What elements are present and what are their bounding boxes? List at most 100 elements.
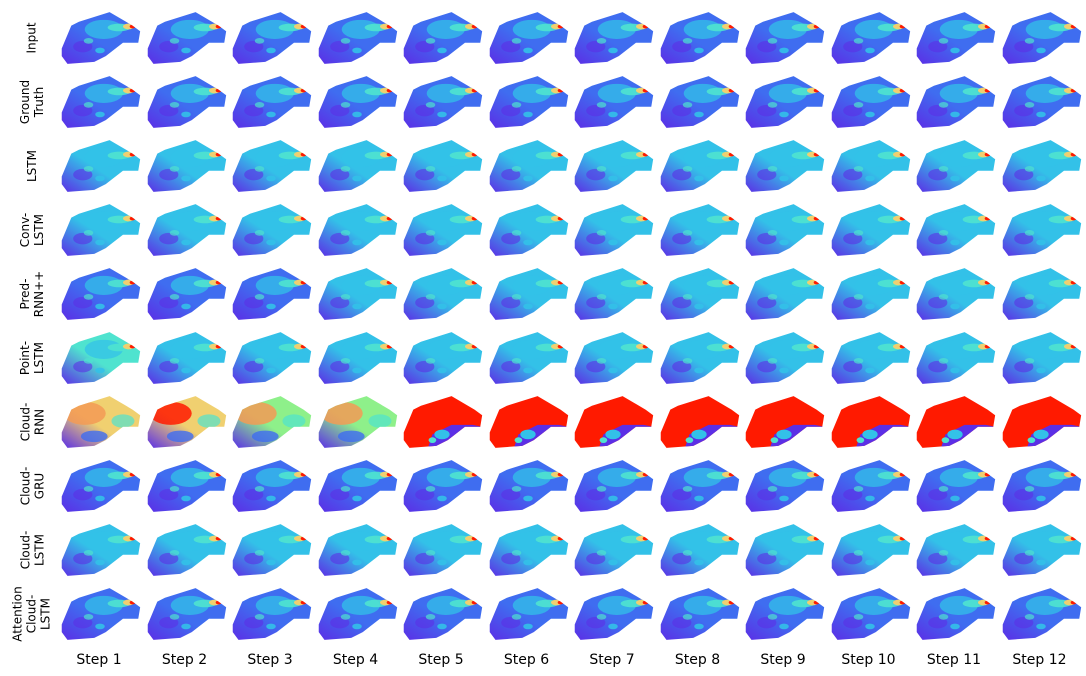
heatmap-panel (403, 396, 483, 448)
heatmap-panel (831, 396, 910, 448)
row-label: Attention Cloud- LSTM (6, 584, 58, 644)
heatmap-panel (745, 268, 825, 320)
heatmap-panel (318, 396, 397, 448)
heatmap-panel (403, 140, 483, 192)
heatmap-panel (1002, 76, 1081, 128)
heatmap-panel (403, 268, 483, 320)
column-label: Step 11 (926, 652, 982, 668)
heatmap-panel (660, 588, 739, 640)
row-label: Input (6, 8, 58, 68)
heatmap-panel (916, 524, 996, 576)
heatmap-panel (831, 204, 910, 256)
column-label: Step 4 (332, 652, 379, 668)
heatmap-panel (318, 268, 397, 320)
heatmap-panel (574, 140, 654, 192)
heatmap-panel (1002, 140, 1081, 192)
heatmap-panel (660, 268, 739, 320)
heatmap-panel (574, 460, 654, 512)
heatmap-panel (574, 12, 654, 64)
heatmap-panel (403, 332, 483, 384)
heatmap-panel (831, 588, 910, 640)
heatmap-panel (489, 204, 568, 256)
heatmap-panel (916, 76, 996, 128)
heatmap-panel (318, 204, 397, 256)
heatmap-panel (61, 204, 141, 256)
heatmap-panel (745, 396, 825, 448)
column-label: Step 1 (76, 652, 122, 668)
heatmap-panel (232, 268, 312, 320)
heatmap-panel (745, 12, 825, 64)
heatmap-panel (61, 332, 141, 384)
row-label: Conv- LSTM (6, 200, 58, 260)
row-label-text: Cloud- GRU (17, 466, 46, 506)
heatmap-panel (660, 140, 739, 192)
heatmap-panel (831, 140, 910, 192)
heatmap-panel (745, 140, 825, 192)
heatmap-panel (574, 524, 654, 576)
heatmap-panel (831, 76, 910, 128)
heatmap-panel (147, 12, 226, 64)
row-label-text: Attention Cloud- LSTM (11, 586, 54, 642)
heatmap-panel (147, 268, 226, 320)
heatmap-panel (1002, 396, 1081, 448)
heatmap-panel (916, 12, 996, 64)
heatmap-panel (1002, 588, 1081, 640)
heatmap-panel (147, 332, 226, 384)
heatmap-panel (831, 12, 910, 64)
heatmap-panel (660, 524, 739, 576)
heatmap-panel (489, 524, 568, 576)
heatmap-panel (318, 76, 397, 128)
column-label: Step 10 (841, 652, 896, 668)
heatmap-panel (660, 332, 739, 384)
heatmap-panel (403, 204, 483, 256)
heatmap-panel (232, 588, 312, 640)
row-label-text: Cloud- LSTM (17, 530, 46, 570)
heatmap-panel (403, 460, 483, 512)
heatmap-panel (916, 268, 996, 320)
heatmap-panel (574, 76, 654, 128)
heatmap-panel (660, 460, 739, 512)
heatmap-panel (318, 588, 397, 640)
row-label-text: LSTM (25, 150, 39, 182)
heatmap-panel (232, 332, 312, 384)
row-label-text: Ground Truth (17, 79, 46, 125)
heatmap-panel (745, 332, 825, 384)
heatmap-panel (61, 588, 141, 640)
heatmap-panel (1002, 332, 1081, 384)
column-label: Step 9 (760, 652, 806, 668)
heatmap-panel (318, 460, 397, 512)
heatmap-panel (574, 588, 654, 640)
heatmap-panel (916, 140, 996, 192)
column-label: Step 3 (247, 652, 293, 668)
heatmap-panel (831, 268, 910, 320)
heatmap-panel (660, 12, 739, 64)
heatmap-panel (831, 332, 910, 384)
heatmap-panel (61, 524, 141, 576)
heatmap-panel (489, 140, 568, 192)
heatmap-panel (1002, 12, 1081, 64)
row-label: Cloud- GRU (6, 456, 58, 516)
row-label-text: Cloud- RNN (17, 402, 46, 442)
heatmap-panel (916, 588, 996, 640)
heatmap-panel (574, 268, 654, 320)
heatmap-panel (574, 204, 654, 256)
heatmap-panel (1002, 268, 1081, 320)
heatmap-panel (916, 332, 996, 384)
heatmap-panel (147, 524, 226, 576)
heatmap-panel (61, 268, 141, 320)
heatmap-panel (745, 588, 825, 640)
column-label: Step 7 (589, 652, 635, 668)
row-label-text: Input (24, 22, 39, 54)
heatmap-panel (318, 12, 397, 64)
heatmap-panel (147, 460, 226, 512)
heatmap-panel (489, 396, 568, 448)
column-label: Step 8 (674, 652, 721, 668)
heatmap-panel (403, 524, 483, 576)
row-label: Ground Truth (6, 72, 58, 132)
heatmap-panel (318, 140, 397, 192)
heatmap-panel (232, 12, 312, 64)
heatmap-panel (489, 460, 568, 512)
heatmap-panel (61, 396, 141, 448)
heatmap-panel (574, 396, 654, 448)
